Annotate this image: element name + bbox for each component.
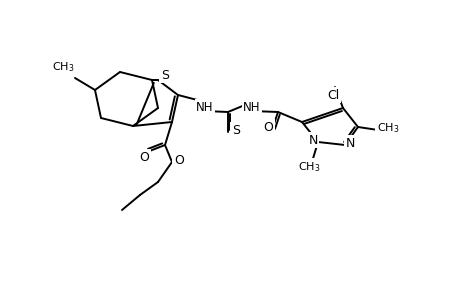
Text: Cl: Cl: [326, 88, 338, 101]
Text: O: O: [263, 121, 272, 134]
Text: S: S: [161, 68, 168, 82]
Text: NH: NH: [243, 100, 260, 113]
Text: O: O: [139, 151, 149, 164]
Text: N: N: [345, 136, 354, 149]
Text: CH$_3$: CH$_3$: [376, 121, 398, 135]
Text: CH$_3$: CH$_3$: [52, 60, 74, 74]
Text: N: N: [308, 134, 317, 146]
Text: O: O: [174, 154, 184, 166]
Text: CH$_3$: CH$_3$: [297, 160, 319, 174]
Text: S: S: [231, 124, 240, 136]
Text: NH: NH: [196, 100, 213, 113]
